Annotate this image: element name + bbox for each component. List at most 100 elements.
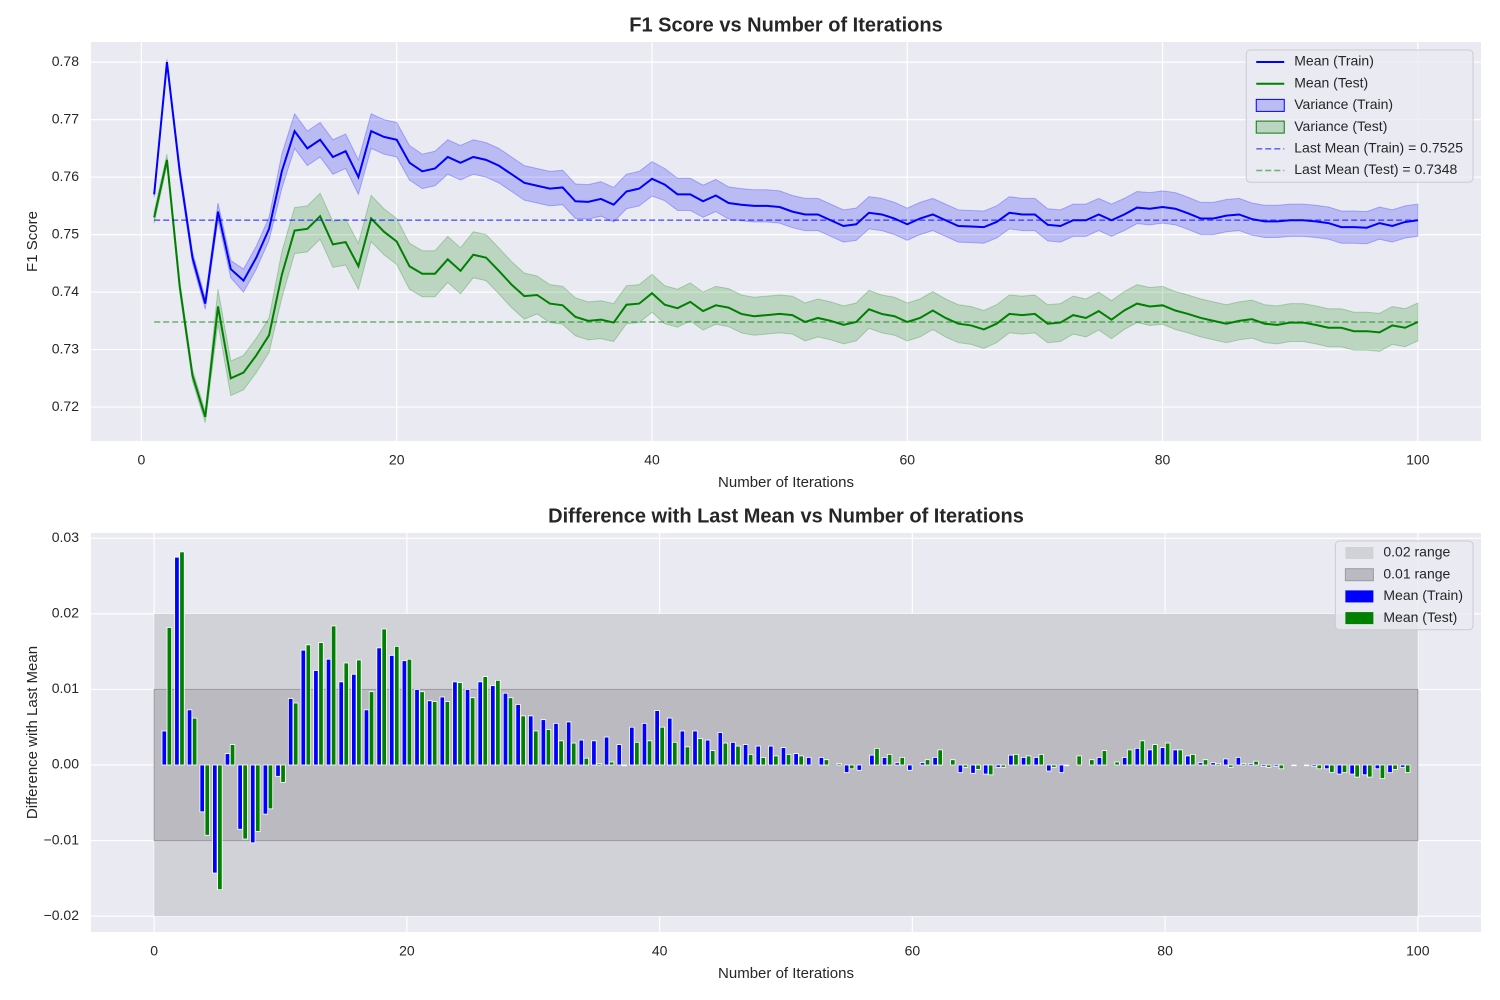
bar xyxy=(1197,762,1204,766)
bar xyxy=(528,715,534,766)
bar xyxy=(659,726,665,766)
x-tick-label: 20 xyxy=(389,452,405,468)
bar xyxy=(684,746,691,766)
y-tick-label: 0.77 xyxy=(52,110,79,126)
bar xyxy=(300,649,306,766)
x-axis-label: Number of Iterations xyxy=(718,474,854,491)
bar xyxy=(250,764,256,844)
bar xyxy=(520,715,526,766)
y-tick-label: 0.72 xyxy=(52,398,79,414)
bar xyxy=(856,764,862,771)
x-axis-label: Number of Iterations xyxy=(718,965,854,982)
bar xyxy=(1172,749,1178,766)
bar xyxy=(654,710,660,766)
bar xyxy=(634,741,640,766)
bar xyxy=(950,759,956,766)
bar xyxy=(293,702,299,766)
bar xyxy=(1101,750,1108,766)
bar xyxy=(191,717,198,766)
bar xyxy=(166,627,173,766)
legend: Mean (Train) Mean (Test) Variance (Train) V… xyxy=(1245,49,1474,183)
mean-line xyxy=(153,62,1418,304)
bar xyxy=(242,764,248,840)
bar xyxy=(899,757,905,766)
bar xyxy=(1096,757,1103,766)
y-tick-label: 0.78 xyxy=(52,53,79,69)
bar xyxy=(773,755,779,766)
bar xyxy=(1223,758,1229,766)
bar xyxy=(621,764,627,767)
bar xyxy=(1367,764,1373,778)
legend-label: Last Mean (Train) = 0.7525 xyxy=(1294,140,1463,156)
bar xyxy=(540,719,547,766)
bar xyxy=(174,556,180,766)
y-tick-label: 0.01 xyxy=(52,680,79,696)
x-tick-label: 80 xyxy=(1157,943,1173,959)
bar xyxy=(368,691,375,766)
bar xyxy=(849,764,855,770)
x-tick-label: 20 xyxy=(399,943,415,959)
bar xyxy=(730,741,736,766)
bar xyxy=(1392,764,1398,770)
bar xyxy=(482,676,488,766)
bar xyxy=(545,729,552,766)
bar xyxy=(199,764,205,813)
bar xyxy=(490,685,496,766)
bar xyxy=(1354,764,1360,778)
bar xyxy=(464,689,471,766)
bar xyxy=(212,764,218,874)
legend-label: Variance (Test) xyxy=(1294,118,1387,134)
x-tick-label: 40 xyxy=(652,943,668,959)
bar xyxy=(886,754,893,766)
bar xyxy=(932,757,938,766)
bar xyxy=(287,698,294,766)
bar xyxy=(1215,763,1221,766)
bar xyxy=(995,764,1001,768)
bar xyxy=(469,697,476,766)
bar xyxy=(836,763,842,766)
bar xyxy=(1202,759,1209,766)
bar xyxy=(1329,764,1335,773)
legend-swatch xyxy=(1345,547,1374,559)
bar xyxy=(401,660,408,766)
bar xyxy=(394,645,400,766)
bar xyxy=(179,551,185,766)
bar xyxy=(1291,764,1297,767)
y-tick-label: −0.01 xyxy=(44,831,80,847)
bar xyxy=(823,759,830,766)
bar xyxy=(356,659,362,766)
bar xyxy=(919,762,926,766)
bar xyxy=(578,739,584,766)
bar xyxy=(937,749,943,766)
bar xyxy=(1089,759,1095,766)
bar xyxy=(515,704,521,766)
bar xyxy=(988,764,994,776)
chart-title: Difference with Last Mean vs Number of I… xyxy=(548,505,1024,527)
legend-label: Mean (Test) xyxy=(1383,609,1457,625)
x-tick-label: 0 xyxy=(150,943,158,959)
bar xyxy=(616,744,622,766)
bar xyxy=(957,764,964,773)
bar xyxy=(710,750,716,766)
y-tick-label: 0.74 xyxy=(52,283,79,299)
bar xyxy=(869,754,875,766)
bar xyxy=(692,730,698,766)
bar xyxy=(237,764,243,830)
y-axis-label: Difference with Last Mean xyxy=(24,646,41,819)
bar xyxy=(1336,764,1343,775)
bar xyxy=(780,747,787,766)
x-tick-label: 100 xyxy=(1406,452,1430,468)
bar xyxy=(1033,757,1039,766)
bar xyxy=(477,681,483,766)
bar xyxy=(275,764,281,777)
bar xyxy=(1025,755,1032,766)
bar xyxy=(280,764,286,783)
bar xyxy=(318,642,324,766)
bar xyxy=(1185,755,1191,766)
bar xyxy=(1013,754,1019,766)
bar xyxy=(907,764,913,771)
y-tick-label: 0.76 xyxy=(52,168,79,184)
x-tick-label: 40 xyxy=(644,452,660,468)
bar xyxy=(818,757,825,766)
bar xyxy=(1379,764,1386,779)
